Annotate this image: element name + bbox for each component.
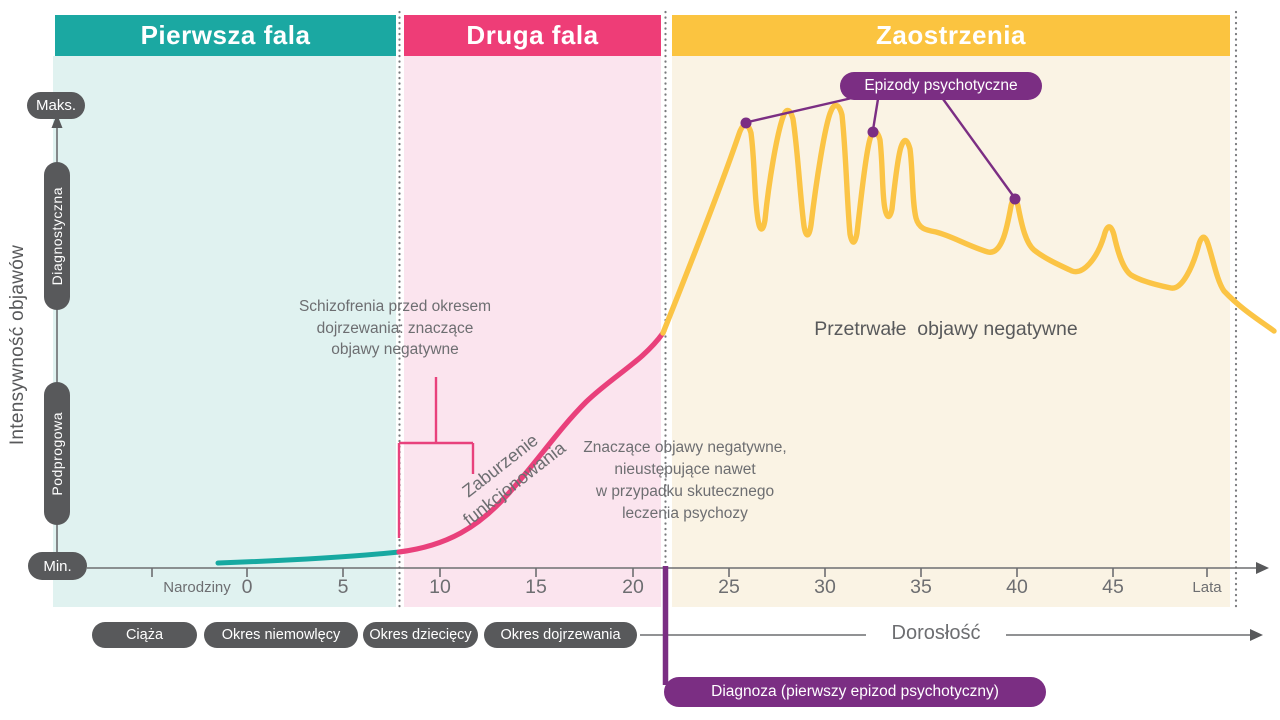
phase-background-second-wave bbox=[404, 56, 661, 607]
diagnosis-badge: Diagnoza (pierwszy epizod psychotyczny) bbox=[664, 677, 1046, 707]
y-axis-arrow-up-icon bbox=[51, 114, 63, 128]
phase-header-first-wave: Pierwsza fala bbox=[55, 15, 396, 56]
x-axis-arrow-right-icon bbox=[1256, 562, 1269, 574]
x-axis-tick-35: 35 bbox=[910, 576, 932, 598]
significant-negative-line2: nieustępujące nawet bbox=[614, 461, 756, 478]
episode-connector-lines bbox=[747, 96, 1015, 198]
x-axis-tick-45: 45 bbox=[1102, 576, 1124, 598]
curve-first-wave bbox=[215, 549, 402, 566]
pre-puberty-note: Schizofrenia przed okresem dojrzewania: … bbox=[270, 296, 520, 361]
period-pill-adolescence: Okres dojrzewania bbox=[484, 622, 637, 648]
significant-negative-line1: Znaczące objawy negatywne, bbox=[583, 439, 787, 456]
period-pill-pregnancy: Ciąża bbox=[92, 622, 197, 648]
x-axis-birth-label: Narodziny bbox=[163, 579, 231, 596]
period-pill-infancy: Okres niemowlęcy bbox=[204, 622, 358, 648]
x-axis-tick-25: 25 bbox=[718, 576, 740, 598]
x-axis-line bbox=[87, 567, 1258, 577]
phase-separator-dotted-lines bbox=[398, 10, 1238, 609]
x-axis-years-label: Lata bbox=[1192, 579, 1222, 596]
dysfunction-bracket bbox=[397, 377, 475, 538]
curve-second-wave bbox=[396, 330, 666, 555]
significant-negative-note: Znaczące objawy negatywne, nieustępujące… bbox=[560, 437, 810, 525]
x-axis-tick-30: 30 bbox=[814, 576, 836, 598]
episode-marker-dots bbox=[740, 117, 1021, 205]
x-axis-tick-5: 5 bbox=[337, 576, 349, 598]
x-axis-tick-0: 0 bbox=[241, 576, 253, 598]
x-axis-tick-10: 10 bbox=[429, 576, 451, 598]
pre-puberty-note-line2: dojrzewania: znaczące bbox=[316, 319, 474, 337]
phase-background-first-wave bbox=[53, 56, 396, 607]
y-axis-subthreshold-pill: Podprogowa bbox=[44, 382, 70, 525]
y-axis-diagnostic-label: Diagnostyczna bbox=[49, 186, 65, 286]
y-axis-max-pill: Maks. bbox=[27, 92, 85, 119]
phase-header-second-wave: Druga fala bbox=[404, 15, 661, 56]
x-axis-tick-15: 15 bbox=[525, 576, 547, 598]
psychotic-episodes-badge: Epizody psychotyczne bbox=[840, 72, 1042, 100]
pre-puberty-note-line1: Schizofrenia przed okresem bbox=[298, 298, 492, 315]
x-axis-tick-20: 20 bbox=[622, 576, 644, 598]
y-axis-title: Intensywność objawów bbox=[7, 244, 28, 446]
persistent-negative-note: Przetrwałe objawy negatywne bbox=[814, 318, 1078, 340]
phase-header-exacerbations: Zaostrzenia bbox=[672, 15, 1230, 56]
significant-negative-line3: w przypadku skutecznego bbox=[595, 483, 775, 500]
pre-puberty-note-line3: objawy negatywne bbox=[331, 341, 459, 358]
adulthood-arrow-right-icon bbox=[1250, 629, 1263, 641]
x-axis-tick-40: 40 bbox=[1006, 576, 1028, 598]
y-axis-subthreshold-label: Podprogowa bbox=[49, 411, 65, 496]
curve-exacerbations bbox=[660, 102, 1277, 336]
period-pill-childhood: Okres dziecięcy bbox=[363, 622, 478, 648]
y-axis-min-pill: Min. bbox=[28, 552, 87, 580]
significant-negative-line4: leczenia psychozy bbox=[622, 505, 748, 522]
y-axis-diagnostic-pill: Diagnostyczna bbox=[44, 162, 70, 310]
adulthood-label: Dorosłość bbox=[891, 622, 981, 644]
phase-background-exacerbations bbox=[672, 56, 1230, 607]
